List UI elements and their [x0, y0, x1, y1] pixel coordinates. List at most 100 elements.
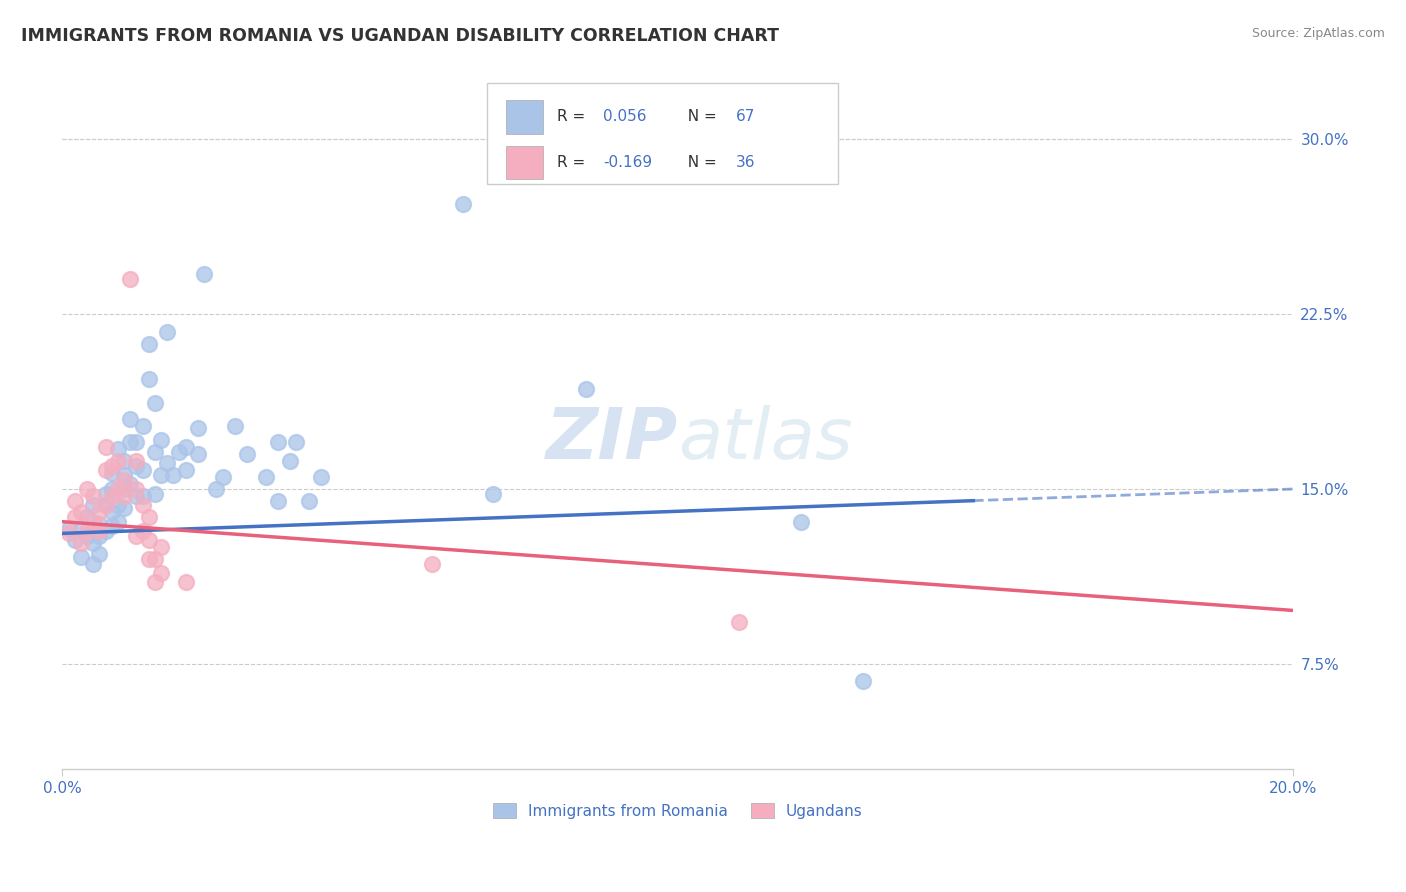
Point — [112, 482, 135, 496]
Point — [125, 482, 148, 496]
Point — [143, 395, 166, 409]
Point — [131, 489, 153, 503]
Point — [131, 524, 153, 538]
Point — [138, 372, 160, 386]
Point — [224, 418, 246, 433]
Point — [100, 505, 122, 519]
Point — [89, 548, 111, 562]
Point — [267, 435, 290, 450]
Point — [149, 541, 172, 555]
Point — [100, 466, 122, 480]
Point — [125, 458, 148, 473]
Point — [94, 524, 117, 538]
Point — [187, 421, 209, 435]
Point — [63, 510, 86, 524]
Point — [156, 456, 179, 470]
Point — [76, 482, 98, 496]
Point — [138, 510, 160, 524]
Point — [278, 454, 301, 468]
Point — [82, 535, 104, 549]
Point — [58, 522, 80, 536]
Point — [790, 515, 813, 529]
Point — [107, 499, 129, 513]
Point — [70, 549, 93, 564]
Point — [254, 470, 277, 484]
Point — [94, 499, 117, 513]
Point — [120, 477, 142, 491]
Point — [112, 467, 135, 482]
Point — [451, 197, 474, 211]
Point — [107, 515, 129, 529]
Point — [82, 489, 104, 503]
Point — [76, 524, 98, 538]
Point — [89, 529, 111, 543]
Point — [70, 522, 93, 536]
Point — [211, 470, 233, 484]
Point — [94, 486, 117, 500]
Point — [94, 463, 117, 477]
Point — [205, 482, 228, 496]
Point — [100, 519, 122, 533]
Point — [107, 454, 129, 468]
Point — [138, 337, 160, 351]
Point — [143, 552, 166, 566]
Point — [125, 435, 148, 450]
Point — [120, 435, 142, 450]
Point — [131, 499, 153, 513]
Point — [82, 515, 104, 529]
Point — [298, 493, 321, 508]
Text: atlas: atlas — [678, 406, 852, 475]
Text: -0.169: -0.169 — [603, 155, 652, 169]
Point — [107, 482, 129, 496]
Point — [285, 435, 308, 450]
Point — [100, 458, 122, 473]
Point — [70, 505, 93, 519]
Point — [125, 454, 148, 468]
Text: 36: 36 — [735, 155, 755, 169]
Point — [138, 533, 160, 548]
Point — [174, 575, 197, 590]
Point — [149, 467, 172, 482]
Point — [89, 524, 111, 538]
Point — [125, 529, 148, 543]
Text: N =: N = — [678, 155, 721, 169]
Point — [63, 493, 86, 508]
Point — [143, 575, 166, 590]
Point — [107, 442, 129, 457]
Point — [125, 489, 148, 503]
Text: 0.056: 0.056 — [603, 110, 647, 124]
Point — [82, 499, 104, 513]
Bar — [506, 145, 543, 179]
Text: R =: R = — [557, 155, 591, 169]
Point — [82, 557, 104, 571]
Point — [70, 535, 93, 549]
Bar — [506, 100, 543, 134]
Point — [193, 267, 215, 281]
Point — [76, 510, 98, 524]
FancyBboxPatch shape — [486, 83, 838, 184]
Text: IMMIGRANTS FROM ROMANIA VS UGANDAN DISABILITY CORRELATION CHART: IMMIGRANTS FROM ROMANIA VS UGANDAN DISAB… — [21, 27, 779, 45]
Point — [187, 447, 209, 461]
Text: R =: R = — [557, 110, 591, 124]
Point — [100, 489, 122, 503]
Text: ZIP: ZIP — [546, 406, 678, 475]
Point — [728, 615, 751, 629]
Point — [112, 489, 135, 503]
Point — [100, 482, 122, 496]
Point — [162, 467, 184, 482]
Text: N =: N = — [678, 110, 721, 124]
Point — [94, 499, 117, 513]
Point — [131, 463, 153, 477]
Point — [169, 444, 191, 458]
Point — [63, 533, 86, 548]
Point — [143, 486, 166, 500]
Point — [138, 552, 160, 566]
Point — [156, 326, 179, 340]
Point — [149, 566, 172, 580]
Point — [575, 382, 598, 396]
Point — [89, 516, 111, 531]
Text: Source: ZipAtlas.com: Source: ZipAtlas.com — [1251, 27, 1385, 40]
Point — [309, 470, 332, 484]
Point — [112, 454, 135, 468]
Point — [482, 486, 505, 500]
